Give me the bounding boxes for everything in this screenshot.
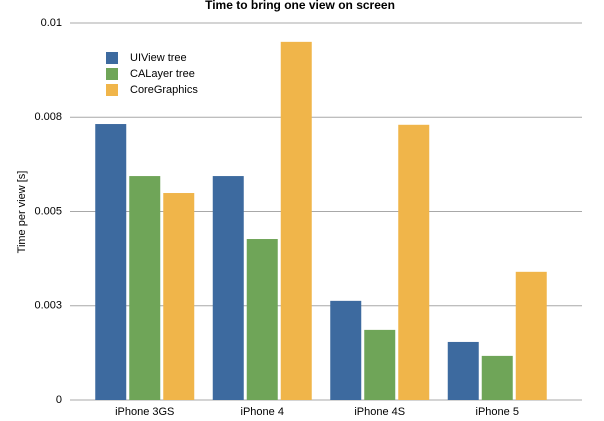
- x-tick-label: iPhone 4S: [354, 406, 405, 418]
- legend-label: CoreGraphics: [130, 84, 198, 96]
- legend-swatch: [106, 84, 118, 96]
- legend-swatch: [106, 52, 118, 64]
- bar: [364, 329, 396, 400]
- x-tick-label: iPhone 4: [241, 406, 284, 418]
- x-tick-label: iPhone 5: [476, 406, 519, 418]
- bar: [330, 300, 362, 400]
- y-tick-label: 0.008: [34, 111, 62, 123]
- bar: [95, 124, 127, 400]
- bar: [280, 41, 312, 400]
- chart-title: Time to bring one view on screen: [205, 0, 395, 12]
- bar: [212, 176, 244, 400]
- legend-label: UIView tree: [130, 52, 187, 64]
- bar: [163, 193, 195, 400]
- y-axis-label: Time per view [s]: [16, 171, 28, 254]
- bar: [447, 341, 479, 400]
- bar: [398, 124, 430, 400]
- y-tick-label: 0: [56, 394, 62, 406]
- legend-label: CALayer tree: [130, 68, 195, 80]
- y-tick-label: 0.003: [34, 300, 62, 312]
- legend-swatch: [106, 68, 118, 80]
- y-tick-label: 0.005: [34, 205, 62, 217]
- x-tick-label: iPhone 3GS: [115, 406, 174, 418]
- bar: [129, 176, 161, 400]
- y-tick-label: 0.01: [41, 17, 62, 29]
- bar: [481, 355, 513, 400]
- bar: [515, 271, 547, 400]
- bar: [246, 239, 278, 400]
